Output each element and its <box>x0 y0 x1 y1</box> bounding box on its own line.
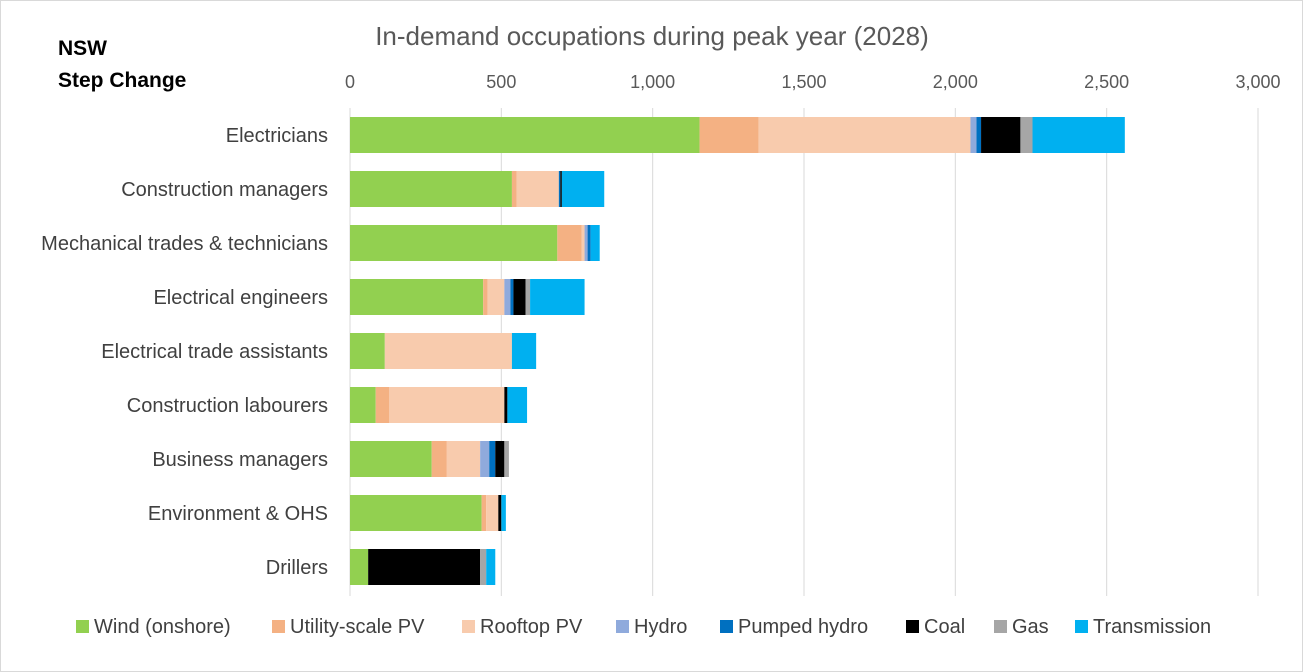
bar-segment <box>558 171 561 207</box>
bar-segment <box>581 225 585 261</box>
legend-label: Transmission <box>1093 616 1211 638</box>
legend-swatch <box>272 620 285 633</box>
x-tick-label: 3,000 <box>1235 72 1280 92</box>
legend-label: Gas <box>1012 616 1049 638</box>
legend: Wind (onshore) Utility-scale PV Rooftop PV… <box>76 616 1211 638</box>
bar-segment <box>530 279 585 315</box>
bar-segment <box>557 225 582 261</box>
legend-swatch <box>1075 620 1088 633</box>
bar-segment <box>389 387 505 423</box>
legend-label: Utility-scale PV <box>290 616 425 638</box>
x-tick-label: 0 <box>345 72 355 92</box>
legend-label: Pumped hydro <box>738 616 868 638</box>
legend-swatch <box>720 620 733 633</box>
bar-segment <box>511 333 537 369</box>
category-label: Mechanical trades & technicians <box>41 233 328 255</box>
legend-swatch <box>76 620 89 633</box>
legend-swatch <box>994 620 1007 633</box>
bar-segment <box>350 387 376 423</box>
x-tick-label: 1,500 <box>781 72 826 92</box>
category-label: Construction labourers <box>127 395 328 417</box>
bar-segment <box>384 333 512 369</box>
bar-segment <box>481 495 487 531</box>
category-label: Electrical trade assistants <box>101 341 328 363</box>
bar-segment <box>480 441 490 477</box>
bar-segment <box>504 441 509 477</box>
bar-segment <box>350 117 700 153</box>
x-tick-label: 500 <box>486 72 516 92</box>
bar-segment <box>511 171 517 207</box>
bar-segment <box>431 441 447 477</box>
x-tick-label: 2,000 <box>933 72 978 92</box>
bar-segment <box>507 387 528 423</box>
bar-segment <box>516 171 559 207</box>
bar-segment <box>486 549 496 585</box>
bar-segment <box>350 171 512 207</box>
bar-segment <box>487 279 505 315</box>
chart-title: In-demand occupations during peak year (… <box>375 21 929 51</box>
legend-swatch <box>616 620 629 633</box>
category-labels: Electricians Construction managers Mechani… <box>41 125 328 579</box>
legend-label: Rooftop PV <box>480 616 583 638</box>
bar-segment <box>350 333 385 369</box>
bar-segment <box>1020 117 1033 153</box>
bar-segment <box>590 225 600 261</box>
bar-segment <box>368 549 481 585</box>
bar-segment <box>513 279 526 315</box>
category-label: Drillers <box>266 557 328 579</box>
bar-segment <box>561 171 605 207</box>
scenario-label: Step Change <box>58 69 186 92</box>
bar-segment <box>483 279 488 315</box>
bars <box>350 117 1125 585</box>
bar-segment <box>350 441 432 477</box>
bar-segment <box>480 549 487 585</box>
bar-segment <box>587 225 591 261</box>
bar-segment <box>525 279 531 315</box>
bar-segment <box>495 441 505 477</box>
legend-label: Hydro <box>634 616 687 638</box>
bar-segment <box>486 495 499 531</box>
legend-label: Coal <box>924 616 965 638</box>
region-label: NSW <box>58 37 107 60</box>
bar-segment <box>489 441 496 477</box>
bar-segment <box>981 117 1021 153</box>
bar-segment <box>510 279 514 315</box>
legend-swatch <box>462 620 475 633</box>
bar-segment <box>504 387 508 423</box>
legend-label: Wind (onshore) <box>94 616 231 638</box>
x-tick-label: 2,500 <box>1084 72 1129 92</box>
bar-segment <box>350 495 482 531</box>
bar-segment <box>560 171 562 207</box>
bar-segment <box>504 279 511 315</box>
bar-segment <box>1032 117 1125 153</box>
x-axis-ticks: 0 500 1,000 1,500 2,000 2,500 3,000 <box>345 72 1281 92</box>
bar-segment <box>976 117 982 153</box>
bar-segment <box>350 549 369 585</box>
category-label: Environment & OHS <box>148 503 328 525</box>
category-label: Construction managers <box>121 179 328 201</box>
category-label: Electrical engineers <box>153 287 328 309</box>
bar-segment <box>350 279 484 315</box>
bar-segment <box>758 117 971 153</box>
x-tick-label: 1,000 <box>630 72 675 92</box>
bar-segment <box>970 117 977 153</box>
bar-segment <box>446 441 481 477</box>
legend-swatch <box>906 620 919 633</box>
bar-segment <box>584 225 588 261</box>
bar-segment <box>350 225 558 261</box>
bar-segment <box>501 495 506 531</box>
bar-segment <box>699 117 759 153</box>
category-label: Business managers <box>152 449 328 471</box>
category-label: Electricians <box>226 125 328 147</box>
bar-segment <box>375 387 390 423</box>
bar-segment <box>498 495 502 531</box>
